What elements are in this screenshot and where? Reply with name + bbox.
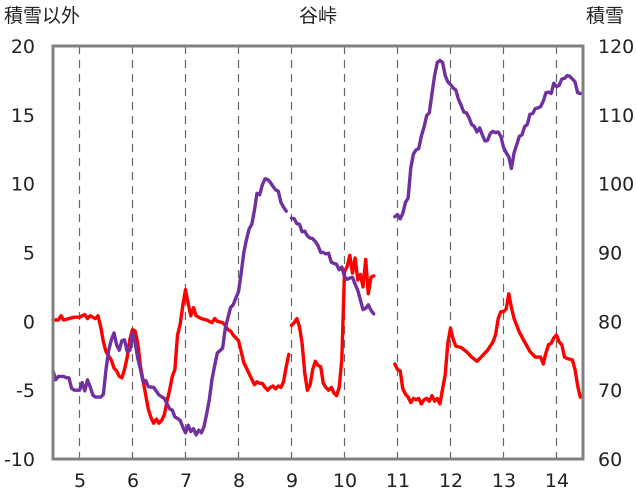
- series-layer: [51, 58, 582, 437]
- left-axis-title: 積雪以外: [4, 5, 80, 27]
- series-line-right: [289, 216, 376, 316]
- x-tick-label: 14: [545, 470, 569, 492]
- x-tick-label: 8: [233, 470, 245, 492]
- left-tick-label: -5: [16, 380, 35, 402]
- x-tick-label: 11: [386, 470, 410, 492]
- series-line-left: [289, 253, 376, 398]
- right-tick-label: 60: [598, 449, 622, 471]
- left-tick-label: 0: [23, 311, 35, 333]
- x-tick-label: 13: [492, 470, 516, 492]
- right-tick-label: 80: [598, 311, 622, 333]
- series-line-left: [393, 292, 582, 406]
- series-line-right: [51, 177, 288, 437]
- left-tick-label: 10: [11, 174, 35, 196]
- x-tick-label: 7: [180, 470, 192, 492]
- x-tick-label: 5: [74, 470, 86, 492]
- left-tick-label: 20: [11, 36, 35, 58]
- right-tick-label: 110: [598, 105, 634, 127]
- right-tick-labels: 120 110 100 90 80 70 60: [598, 36, 634, 471]
- plot-frame: [51, 44, 585, 461]
- left-tick-label: -10: [4, 449, 35, 471]
- x-tick-labels: 5 6 7 8 9 10 11 12 13 14: [74, 470, 569, 492]
- right-tick-label: 120: [598, 36, 634, 58]
- x-tick-label: 12: [439, 470, 463, 492]
- right-tick-label: 70: [598, 380, 622, 402]
- series-line-left: [51, 288, 291, 425]
- left-tick-label: 15: [11, 105, 35, 127]
- chart-title: 谷峠: [299, 5, 337, 27]
- x-tick-label: 9: [286, 470, 298, 492]
- right-axis-title: 積雪: [586, 5, 624, 27]
- right-tick-label: 100: [598, 174, 634, 196]
- x-tick-label: 6: [127, 470, 139, 492]
- left-tick-labels: 20 15 10 5 0 -5 -10: [4, 36, 35, 471]
- left-tick-label: 5: [23, 243, 35, 265]
- series-line-right: [393, 58, 582, 221]
- x-tick-label: 10: [333, 470, 357, 492]
- right-tick-label: 90: [598, 243, 622, 265]
